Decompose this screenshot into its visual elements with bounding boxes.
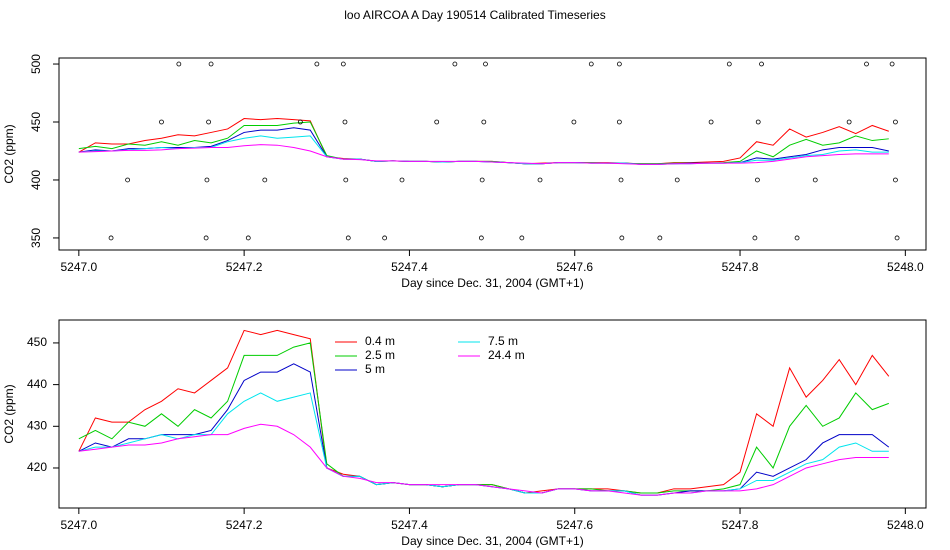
x-tick-label: 5247.6 xyxy=(556,260,593,274)
point xyxy=(479,177,485,183)
point xyxy=(864,61,869,67)
series-line xyxy=(78,363,890,496)
x-tick-label: 5247.0 xyxy=(60,260,97,274)
x-tick-label: 5247.0 xyxy=(60,518,97,532)
point xyxy=(206,119,211,125)
point xyxy=(894,235,900,241)
x-tick-label: 5247.4 xyxy=(391,260,428,274)
point xyxy=(752,235,758,241)
x-tick-label: 5247.8 xyxy=(722,518,759,532)
x-axis-label: Day since Dec. 31, 2004 (GMT+1) xyxy=(401,276,583,290)
series-line xyxy=(78,135,889,165)
legend-label: 7.5 m xyxy=(488,334,518,348)
y-tick-label: 440 xyxy=(27,377,47,391)
x-axis-label: Day since Dec. 31, 2004 (GMT+1) xyxy=(401,534,583,548)
point xyxy=(340,61,346,67)
legend-label: 2.5 m xyxy=(365,348,395,362)
y-tick-label: 450 xyxy=(29,112,43,132)
chart-title: loo AIRCOA A Day 190514 Calibrated Times… xyxy=(344,8,605,22)
point xyxy=(846,119,852,125)
y-axis-label: CO2 (ppm) xyxy=(2,384,16,443)
point xyxy=(159,119,164,125)
point xyxy=(588,61,594,67)
point xyxy=(343,177,349,183)
point xyxy=(657,235,663,241)
series-line xyxy=(78,127,889,165)
y-tick-label: 450 xyxy=(27,335,47,349)
point xyxy=(754,177,760,183)
series-line xyxy=(78,423,889,496)
point xyxy=(794,235,800,241)
point xyxy=(537,177,543,183)
point xyxy=(345,235,351,241)
point xyxy=(893,177,898,183)
x-tick-label: 5247.8 xyxy=(722,260,759,274)
point xyxy=(759,61,764,67)
point xyxy=(208,61,214,67)
point xyxy=(726,61,732,67)
y-tick-label: 400 xyxy=(29,170,43,190)
point xyxy=(203,235,209,241)
x-tick-label: 5247.2 xyxy=(226,518,263,532)
legend-label: 5 m xyxy=(365,362,385,376)
x-tick-label: 5248.0 xyxy=(887,518,924,532)
series-line xyxy=(78,121,889,165)
point xyxy=(204,177,210,183)
x-tick-label: 5247.2 xyxy=(226,260,263,274)
x-tick-label: 5248.0 xyxy=(887,260,924,274)
point xyxy=(108,235,114,241)
point xyxy=(125,177,130,183)
y-tick-label: 420 xyxy=(27,460,47,474)
point xyxy=(571,119,577,125)
legend-label: 0.4 m xyxy=(365,334,395,348)
point xyxy=(708,119,714,125)
point xyxy=(434,119,440,125)
point xyxy=(452,61,458,67)
point xyxy=(519,235,525,241)
point xyxy=(616,61,622,67)
point xyxy=(619,235,625,241)
plot-frame xyxy=(58,57,927,251)
series-line xyxy=(78,392,889,496)
point xyxy=(176,61,182,67)
plot-frame xyxy=(58,319,927,509)
point xyxy=(889,61,895,67)
x-tick-label: 5247.6 xyxy=(556,518,593,532)
point xyxy=(382,235,388,241)
point xyxy=(342,119,348,125)
point xyxy=(314,61,320,67)
point xyxy=(245,235,251,241)
legend-label: 24.4 m xyxy=(488,348,525,362)
y-axis-label: CO2 (ppm) xyxy=(2,124,16,183)
series-line xyxy=(78,144,889,165)
point xyxy=(674,177,680,183)
y-tick-label: 350 xyxy=(29,228,43,248)
point xyxy=(262,177,268,183)
point xyxy=(297,119,303,125)
point xyxy=(478,235,484,241)
point xyxy=(481,119,487,125)
point xyxy=(812,177,818,183)
point xyxy=(616,119,622,125)
point xyxy=(893,119,898,125)
point xyxy=(755,119,761,125)
y-tick-label: 430 xyxy=(27,418,47,432)
series-line xyxy=(78,342,889,494)
y-tick-label: 500 xyxy=(29,54,43,74)
point xyxy=(399,177,405,183)
point xyxy=(483,61,488,67)
x-tick-label: 5247.4 xyxy=(391,518,428,532)
point xyxy=(618,177,624,183)
series-line xyxy=(78,329,890,494)
